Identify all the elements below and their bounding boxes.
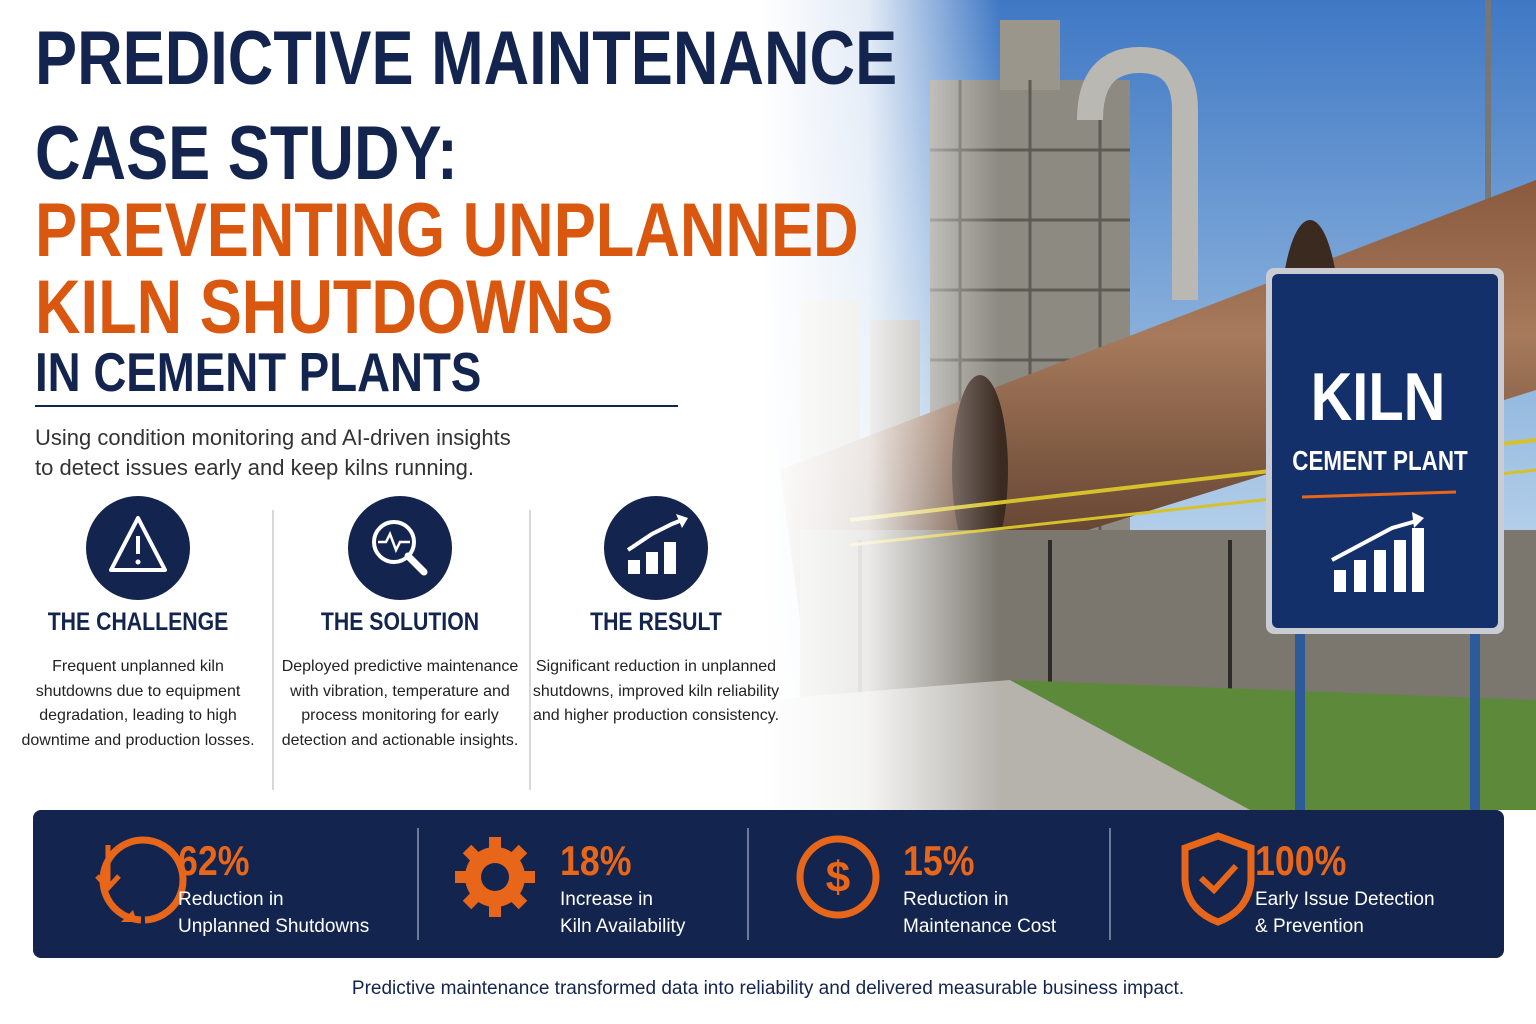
section: THE RESULT Significant reduction in unpl… [531, 608, 781, 729]
section: THE CHALLENGE Frequent unplanned kiln sh… [13, 608, 263, 753]
plant-illustration: KILN CEMENT PLANT [760, 0, 1536, 810]
section: THE SOLUTION Deployed predictive mainten… [275, 608, 525, 753]
stat: 18% Increase in Kiln Availability [560, 840, 685, 940]
title-line: CASE STUDY: [35, 111, 458, 196]
description-line: Using condition monitoring and AI-driven… [35, 425, 511, 450]
stat-label: Reduction in [903, 889, 1009, 910]
highlight-line: PREVENTING UNPLANNED [35, 188, 859, 273]
stat-value: 62% [178, 837, 250, 884]
section-text: Deployed predictive maintenance with vib… [281, 658, 519, 749]
section-icons [86, 496, 708, 790]
stat-label: Reduction in [178, 889, 284, 910]
description-line: to detect issues early and keep kilns ru… [35, 455, 475, 480]
sign-subtitle: CEMENT PLANT [1292, 446, 1468, 477]
stats-banner: $ [33, 810, 1504, 958]
stat-label: Increase in [560, 889, 653, 910]
stat-label: Kiln Availability [560, 916, 686, 937]
sign-title: KILN [1311, 360, 1446, 435]
subtitle-line: IN CEMENT PLANTS [35, 341, 482, 403]
stat: 100% Early Issue Detection & Prevention [1255, 840, 1435, 940]
title-line: PREDICTIVE MAINTENANCE [35, 16, 898, 101]
section-heading: THE CHALLENGE [47, 608, 229, 636]
section-heading: THE SOLUTION [320, 608, 480, 636]
stat-value: 18% [560, 837, 632, 884]
stat: 15% Reduction in Maintenance Cost [903, 840, 1056, 940]
stat-label: Unplanned Shutdowns [178, 916, 370, 937]
stat-label: & Prevention [1255, 916, 1364, 937]
stat-value: 100% [1255, 837, 1347, 884]
footer: Predictive maintenance transformed data … [351, 978, 1185, 999]
stat-value: 15% [903, 837, 975, 884]
section-text: Significant reduction in unplanned shutd… [532, 658, 780, 724]
stat-label: Early Issue Detection [1255, 889, 1435, 910]
svg-text:$: $ [826, 853, 850, 902]
highlight-line: KILN SHUTDOWNS [35, 265, 614, 350]
divider [35, 405, 678, 407]
stat-label: Maintenance Cost [903, 916, 1057, 937]
section-heading: THE RESULT [590, 608, 722, 636]
section-text: Frequent unplanned kiln shutdowns due to… [21, 658, 255, 749]
stat: 62% Reduction in Unplanned Shutdowns [178, 840, 369, 940]
